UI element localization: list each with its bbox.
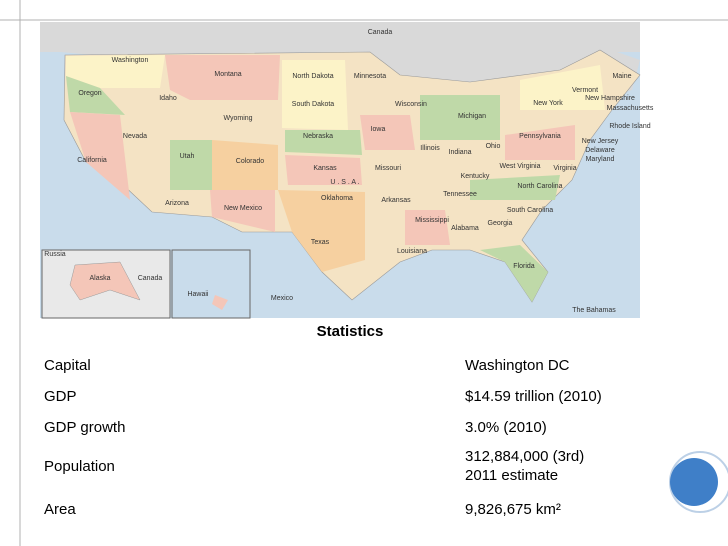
map-label: Florida — [513, 263, 535, 270]
cell: GDP growth — [44, 419, 125, 436]
map: Canada Washington Oregon Idaho Montana N… — [40, 22, 654, 319]
map-label: New Jersey — [582, 138, 619, 145]
map-label: Illinois — [420, 145, 440, 152]
map-label: Virginia — [553, 165, 576, 172]
map-label: Russia — [44, 251, 66, 258]
map-label: Alaska — [89, 275, 110, 282]
map-label: Indiana — [449, 149, 472, 156]
map-label: Mexico — [271, 295, 293, 302]
cell: 9,826,675 km² — [465, 501, 561, 518]
map-label: Kentucky — [461, 173, 490, 180]
map-label: New Mexico — [224, 205, 262, 212]
statistics-table: Statistics Capital Washington DC GDP $14… — [44, 323, 602, 518]
map-label: Idaho — [159, 95, 177, 102]
state — [212, 140, 278, 190]
cell: 3.0% (2010) — [465, 419, 547, 436]
map-label: Massachusetts — [607, 105, 654, 112]
map-label: Missouri — [375, 165, 402, 172]
map-label: Michigan — [458, 113, 486, 120]
map-label: Delaware — [585, 147, 615, 154]
state — [278, 190, 365, 272]
map-label: Wyoming — [223, 115, 252, 122]
table-title: Statistics — [317, 323, 384, 340]
map-label: Vermont — [572, 87, 598, 94]
map-label: Canada — [138, 275, 163, 282]
map-label: Canada — [368, 29, 393, 36]
map-label: Arkansas — [381, 197, 411, 204]
map-label: Montana — [214, 71, 241, 78]
cell: Capital — [44, 357, 91, 374]
state — [470, 175, 560, 200]
state — [66, 76, 125, 115]
map-label: Iowa — [371, 126, 386, 133]
map-label: New Hampshire — [585, 95, 635, 102]
state — [285, 130, 362, 155]
state — [420, 95, 500, 140]
map-label: The Bahamas — [572, 307, 616, 314]
map-label: Washington — [112, 57, 149, 64]
map-label: South Dakota — [292, 101, 335, 108]
state — [480, 245, 548, 302]
map-label: Alabama — [451, 225, 479, 232]
state — [405, 210, 450, 245]
map-label: Oregon — [78, 90, 101, 97]
map-label: California — [77, 157, 107, 164]
map-label: Oklahoma — [321, 195, 353, 202]
map-label: U . S . A . — [330, 179, 359, 186]
state — [165, 55, 280, 100]
map-label: Georgia — [488, 220, 513, 227]
state — [170, 140, 212, 190]
map-label: Mississippi — [415, 217, 449, 224]
map-label: Nevada — [123, 133, 147, 140]
map-label: Colorado — [236, 158, 265, 165]
map-label: Kansas — [313, 165, 337, 172]
map-label: West Virginia — [500, 163, 541, 170]
map-label: South Carolina — [507, 207, 553, 214]
map-label: North Carolina — [517, 183, 562, 190]
cell: $14.59 trillion (2010) — [465, 388, 602, 405]
alaska — [69, 261, 141, 301]
cell: GDP — [44, 388, 77, 405]
cell: 312,884,000 (3rd) 2011 estimate — [465, 448, 584, 484]
hawaii-inset — [171, 249, 251, 319]
cell: Population — [44, 458, 115, 475]
map-label: Arizona — [165, 200, 189, 207]
state — [520, 65, 605, 110]
state — [505, 125, 575, 160]
map-label: Texas — [311, 239, 330, 246]
cell: Washington DC — [465, 357, 570, 374]
map-label: Louisiana — [397, 248, 427, 255]
state — [360, 115, 415, 150]
dot — [670, 458, 718, 506]
state — [210, 190, 275, 232]
map-label: North Dakota — [292, 73, 333, 80]
map-label: Ohio — [486, 143, 501, 150]
map-label: Nebraska — [303, 133, 333, 140]
state — [285, 155, 362, 185]
decoration — [669, 451, 728, 513]
map-label: Rhode Island — [609, 123, 650, 130]
map-label: Pennsylvania — [519, 133, 561, 140]
cell: Area — [44, 501, 76, 518]
map-label: Maine — [612, 73, 631, 80]
map-label: Wisconsin — [395, 101, 427, 108]
state — [282, 60, 348, 130]
state — [70, 112, 130, 200]
hawaii — [212, 295, 228, 310]
map-label: Maryland — [586, 156, 615, 163]
map-label: Hawaii — [187, 291, 208, 298]
map-label: Tennessee — [443, 191, 477, 198]
state — [66, 55, 165, 88]
map-label: Utah — [180, 153, 195, 160]
map-label: New York — [533, 100, 563, 107]
map-label: Minnesota — [354, 73, 386, 80]
